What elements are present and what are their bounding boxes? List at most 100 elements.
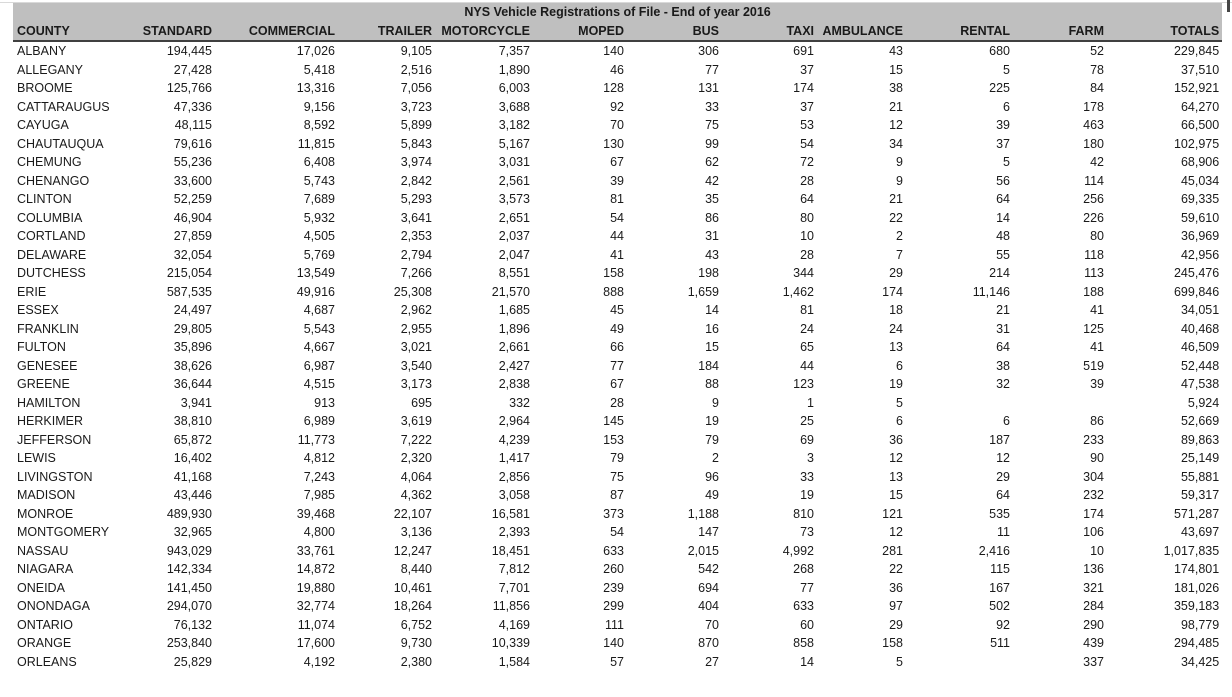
table-cell: 32,965 — [173, 525, 212, 540]
column-header-taxi: TAXI — [727, 21, 822, 42]
table-cell: 633 — [793, 599, 814, 614]
table-cell: 36,969 — [1180, 229, 1220, 244]
table-cell: 4,505 — [303, 229, 335, 244]
table-cell: 3,136 — [400, 525, 432, 540]
table-cell: 180 — [1083, 136, 1104, 151]
table-cell: 38 — [996, 358, 1010, 373]
table-cell: 55,881 — [1180, 469, 1220, 484]
table-cell: 229,845 — [1173, 44, 1220, 59]
table-cell: 41 — [610, 247, 624, 262]
table-cell: 22 — [889, 210, 903, 225]
table-cell: 14 — [800, 654, 814, 669]
county-cell: HERKIMER — [17, 414, 83, 429]
table-cell: 13 — [889, 340, 903, 355]
table-cell: 80 — [800, 210, 814, 225]
table-cell: 2,353 — [400, 229, 432, 244]
table-cell: 7,222 — [400, 432, 432, 447]
table-cell: 7,357 — [498, 44, 530, 59]
table-cell: 5 — [896, 395, 903, 410]
table-cell: 77 — [800, 580, 814, 595]
table-cell: 52,448 — [1180, 358, 1220, 373]
table-cell: 121 — [882, 506, 903, 521]
table-cell: 142,334 — [166, 562, 212, 577]
county-cell: DUTCHESS — [17, 266, 86, 281]
table-cell: 52,259 — [173, 192, 212, 207]
table-cell: 77 — [705, 62, 719, 77]
table-cell: 404 — [698, 599, 719, 614]
table-cell: 52 — [1090, 44, 1104, 59]
county-cell: ONONDAGA — [17, 599, 90, 614]
table-cell: 24 — [889, 321, 903, 336]
table-cell: 43,697 — [1180, 525, 1220, 540]
table-cell: 174,801 — [1173, 562, 1220, 577]
column-header-moped: MOPED — [538, 21, 632, 42]
table-cell: 48,115 — [174, 118, 212, 133]
table-cell: 7,266 — [400, 266, 432, 281]
county-cell: HAMILTON — [17, 395, 81, 410]
table-cell: 28 — [800, 173, 814, 188]
table-cell: 96 — [705, 469, 719, 484]
table-cell: 37 — [800, 62, 814, 77]
county-cell: DELAWARE — [17, 247, 87, 262]
table-cell: 18,264 — [393, 599, 432, 614]
table-cell: 64 — [996, 488, 1010, 503]
table-cell: 92 — [996, 617, 1010, 632]
table-cell: 13,549 — [296, 266, 335, 281]
table-cell: 113 — [1084, 266, 1104, 281]
table-cell: 89,863 — [1180, 432, 1220, 447]
table-cell: 5,743 — [303, 173, 335, 188]
table-cell: 5 — [896, 654, 903, 669]
table-cell: 29 — [889, 617, 903, 632]
table-cell: 3 — [807, 451, 814, 466]
table-cell: 29 — [889, 266, 903, 281]
table-cell: 4,800 — [303, 525, 335, 540]
table-cell: 4,812 — [303, 451, 335, 466]
table-cell: 4,992 — [782, 543, 814, 558]
table-row: DELAWARE 32,054 5,769 2,794 2,047 41 43 28 7 55 11… — [13, 246, 1222, 265]
table-cell: 11,815 — [297, 136, 335, 151]
table-cell: 187 — [989, 432, 1010, 447]
table-cell: 281 — [882, 543, 903, 558]
table-cell: 332 — [509, 395, 530, 410]
table-cell: 21 — [889, 99, 903, 114]
table-cell: 69,335 — [1180, 192, 1220, 207]
table-cell: 86 — [1090, 414, 1104, 429]
table-cell: 33 — [705, 99, 719, 114]
table-header-row: COUNTY STANDARD COMMERCIAL TRAILER MOTORCYCL… — [13, 21, 1223, 42]
county-cell: FRANKLIN — [17, 321, 79, 336]
table-cell: 294,070 — [166, 599, 212, 614]
table-cell: 19 — [705, 414, 719, 429]
table-row: CATTARAUGUS 47,336 9,156 3,723 3,688 92 33 37 21… — [13, 98, 1222, 117]
table-cell: 2,047 — [498, 247, 530, 262]
table-cell: 299 — [603, 599, 624, 614]
column-header-trailer: TRAILER — [343, 21, 440, 42]
table-cell: 10,461 — [393, 580, 432, 595]
table-cell: 1 — [807, 395, 814, 410]
table-row: ONONDAGA 294,070 32,774 18,264 11,856 299 404 6… — [13, 597, 1222, 616]
table-cell: 4,192 — [303, 654, 335, 669]
county-cell: ALBANY — [17, 44, 67, 59]
table-cell: 64 — [996, 192, 1010, 207]
table-cell: 321 — [1083, 580, 1104, 595]
table-cell: 87 — [610, 488, 624, 503]
table-cell: 38,810 — [173, 414, 212, 429]
table-row: CLINTON 52,259 7,689 5,293 3,573 81 35 64 21 64 25… — [13, 190, 1222, 209]
table-cell: 145 — [603, 414, 624, 429]
table-row: LIVINGSTON 41,168 7,243 4,064 2,856 75 96 33 13 2… — [13, 468, 1222, 487]
table-cell: 9 — [712, 395, 719, 410]
table-cell: 198 — [698, 266, 719, 281]
column-header-commercial: COMMERCIAL — [220, 21, 343, 42]
table-cell: 2,661 — [498, 340, 530, 355]
table-cell: 1,417 — [498, 451, 530, 466]
table-cell: 5,167 — [498, 136, 530, 151]
table-row: HERKIMER 38,810 6,989 3,619 2,964 145 19 25 6 6 86… — [13, 412, 1222, 431]
table-cell: 943,029 — [166, 543, 212, 558]
table-cell: 7,701 — [498, 580, 530, 595]
table-cell: 70 — [705, 617, 719, 632]
county-cell: ERIE — [17, 284, 47, 299]
table-row: GREENE 36,644 4,515 3,173 2,838 67 88 123 19 32 39… — [13, 375, 1222, 394]
county-cell: LEWIS — [17, 451, 56, 466]
table-cell: 158 — [882, 636, 903, 651]
table-cell: 3,641 — [400, 210, 432, 225]
table-cell: 33 — [800, 469, 814, 484]
